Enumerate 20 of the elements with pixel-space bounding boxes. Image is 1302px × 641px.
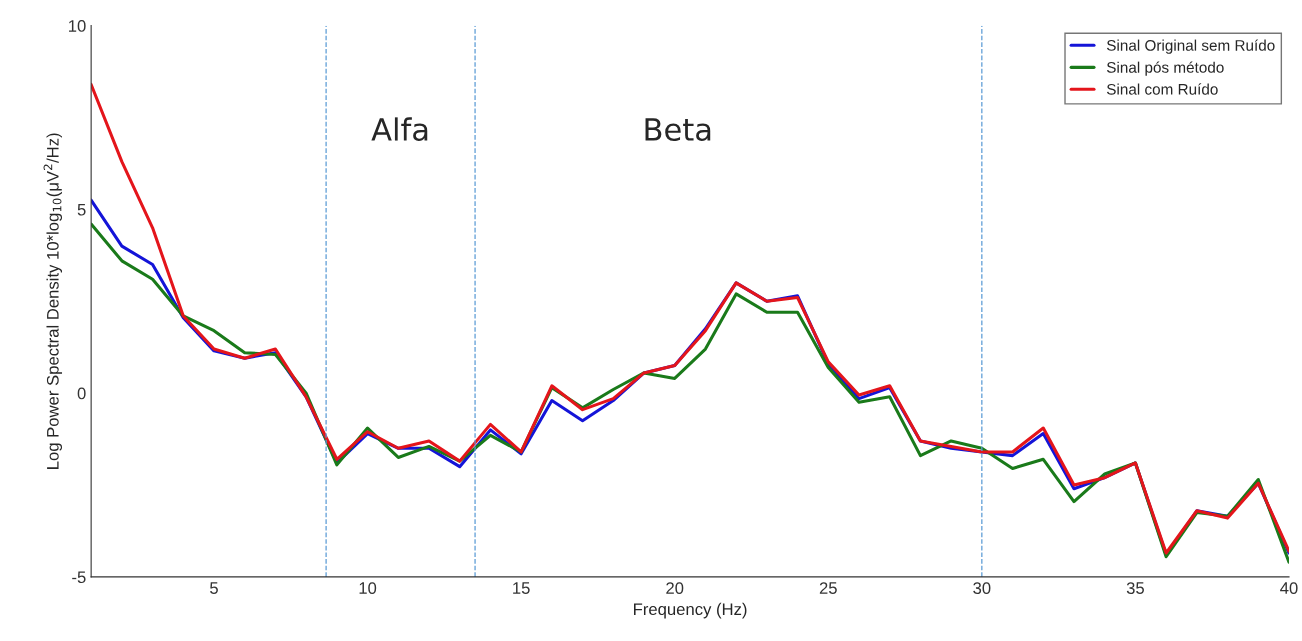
line-series	[91, 82, 1289, 555]
x-tick-label: 40	[1280, 582, 1298, 594]
x-tick-label: 20	[666, 582, 684, 594]
annotation: Beta	[645, 118, 711, 141]
x-tick-label: 10	[359, 582, 377, 594]
legend-label: Sinal com Ruído	[1106, 83, 1218, 95]
y-tick-label: 0	[77, 387, 86, 400]
y-tick-label: 5	[77, 203, 86, 216]
x-tick-label: 15	[513, 582, 530, 594]
annotation: Alfa	[371, 117, 428, 141]
x-tick-label: 30	[973, 582, 991, 594]
x-tick-label: 35	[1126, 582, 1144, 594]
x-tick-label: 5	[210, 582, 218, 594]
legend-label: Sinal Original sem Ruído	[1106, 39, 1275, 54]
y-tick-label: 10	[69, 20, 86, 32]
x-axis-title: Frequency (Hz)	[634, 602, 747, 619]
y-tick-label: -5	[72, 571, 86, 584]
y-axis-title: Log Power Spectral Density 10*log$_{10}$(μV$^{2}$/Hz)	[43, 133, 63, 469]
x-tick-label: 25	[819, 582, 837, 594]
legend-label: Sinal pós método	[1106, 61, 1224, 76]
